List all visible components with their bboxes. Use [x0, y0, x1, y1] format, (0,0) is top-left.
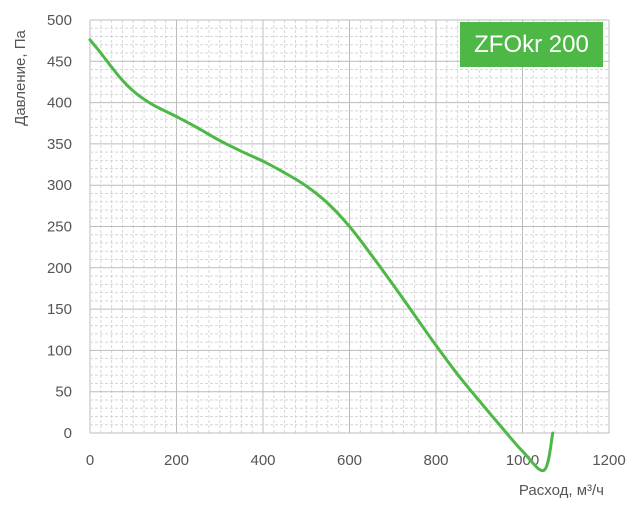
y-tick-label: 100 [47, 342, 72, 359]
y-tick-label: 500 [47, 12, 72, 29]
y-tick-label: 300 [47, 177, 72, 194]
chart-title-badge: ZFOkr 200 [460, 22, 603, 67]
x-axis-label: Расход, м³/ч [519, 482, 604, 499]
x-tick-label: 400 [250, 452, 275, 469]
grid-lines [89, 19, 610, 434]
y-axis-ticks: 0 50 100 150 200 250 300 350 400 450 500 [47, 12, 72, 442]
y-tick-label: 0 [64, 425, 72, 442]
x-tick-label: 0 [86, 452, 94, 469]
y-tick-label: 50 [55, 384, 72, 401]
x-tick-label: 800 [423, 452, 448, 469]
y-axis-label: Давление, Па [12, 30, 29, 126]
series-line [88, 38, 555, 473]
x-tick-label: 1000 [506, 452, 539, 469]
x-tick-label: 200 [164, 452, 189, 469]
x-tick-label: 600 [337, 452, 362, 469]
x-tick-label: 1200 [592, 452, 625, 469]
y-tick-label: 350 [47, 136, 72, 153]
y-tick-label: 450 [47, 53, 72, 70]
y-tick-label: 200 [47, 260, 72, 277]
y-tick-label: 150 [47, 301, 72, 318]
y-tick-label: 400 [47, 95, 72, 112]
y-tick-label: 250 [47, 219, 72, 236]
x-axis-ticks: 0 200 400 600 800 1000 1200 [86, 452, 626, 469]
